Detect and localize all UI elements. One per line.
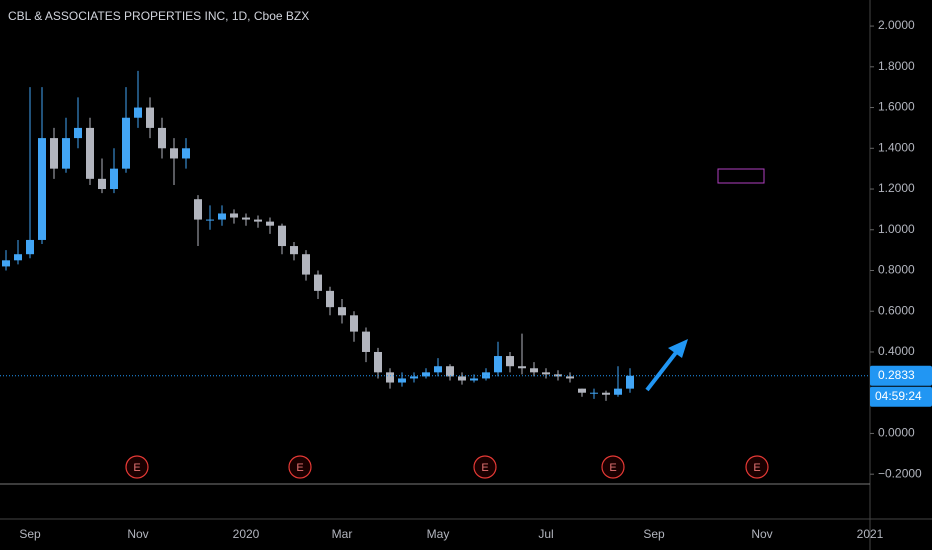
- last-price-label: 0.2833: [878, 368, 915, 382]
- x-tick-label: Nov: [751, 527, 772, 541]
- candle-body: [626, 375, 634, 389]
- y-tick-label: 0.4000: [878, 344, 915, 358]
- candle-body: [266, 221, 274, 226]
- y-tick-label: 0.8000: [878, 263, 915, 277]
- candle-body: [206, 219, 214, 221]
- candle-body: [170, 148, 178, 159]
- candle-body: [602, 392, 610, 395]
- x-tick-label: Mar: [332, 527, 353, 541]
- candle-body: [446, 366, 454, 377]
- candle-body: [590, 392, 598, 394]
- earnings-label: E: [481, 462, 488, 474]
- candle-body: [458, 376, 466, 381]
- last-price-box: [870, 365, 932, 386]
- candle-body: [158, 127, 166, 149]
- candle-body: [374, 351, 382, 373]
- candle-body: [470, 378, 478, 381]
- candle-body: [146, 107, 154, 128]
- candle-body: [110, 168, 118, 190]
- candle-body: [2, 260, 10, 267]
- candle-body: [314, 274, 322, 291]
- candle-body: [362, 331, 370, 352]
- x-tick-label: 2021: [857, 527, 884, 541]
- countdown-label: 04:59:24: [875, 389, 922, 403]
- y-tick-label: −0.2000: [878, 466, 922, 480]
- candle-body: [326, 290, 334, 308]
- x-tick-label: May: [427, 527, 450, 541]
- candle-body: [566, 376, 574, 379]
- y-tick-label: 1.8000: [878, 59, 915, 73]
- candle-body: [230, 213, 238, 218]
- candle-body: [506, 356, 514, 367]
- candle-body: [338, 307, 346, 316]
- candle-body: [302, 254, 310, 275]
- y-tick-label: 1.0000: [878, 222, 915, 236]
- drawing-arrow: [645, 348, 680, 392]
- candle-body: [86, 127, 94, 179]
- candle-body: [386, 372, 394, 383]
- candle-body: [242, 217, 250, 220]
- candle-body: [182, 148, 190, 159]
- y-tick-label: 1.4000: [878, 140, 915, 154]
- candle-body: [398, 378, 406, 383]
- candle-body: [578, 388, 586, 393]
- candle-body: [74, 127, 82, 139]
- candle-body: [38, 138, 46, 240]
- countdown-box: [870, 386, 932, 407]
- candle-body: [494, 356, 502, 373]
- chart-title: CBL & ASSOCIATES PROPERTIES INC, 1D, Cbo…: [8, 9, 309, 23]
- y-tick-label: 1.2000: [878, 181, 915, 195]
- candle-body: [290, 246, 298, 255]
- y-tick-label: 2.0000: [878, 18, 915, 32]
- candle-body: [14, 254, 22, 261]
- candle-body: [194, 199, 202, 220]
- x-tick-label: Sep: [19, 527, 41, 541]
- candle-body: [254, 219, 262, 222]
- candle-body: [122, 117, 130, 169]
- candle-body: [530, 368, 538, 373]
- earnings-marker: [288, 455, 312, 479]
- y-tick-label: 1.6000: [878, 100, 915, 114]
- earnings-marker: [601, 455, 625, 479]
- drawing-arrow-head: [668, 339, 688, 358]
- candle-body: [614, 388, 622, 395]
- earnings-marker: [125, 455, 149, 479]
- x-tick-label: 2020: [233, 527, 260, 541]
- earnings-label: E: [296, 462, 303, 474]
- candle-body: [434, 366, 442, 373]
- candle-body: [422, 372, 430, 377]
- candle-body: [542, 372, 550, 375]
- candle-body: [518, 366, 526, 369]
- x-tick-label: Jul: [538, 527, 553, 541]
- candle-body: [50, 138, 58, 169]
- earnings-label: E: [753, 462, 760, 474]
- earnings-label: E: [133, 462, 140, 474]
- x-tick-label: Nov: [127, 527, 148, 541]
- candle-body: [278, 225, 286, 247]
- candle-body: [350, 315, 358, 332]
- candle-body: [26, 239, 34, 255]
- candle-body: [134, 107, 142, 118]
- candle-body: [98, 178, 106, 190]
- y-tick-label: 0.0000: [878, 426, 915, 440]
- drawing-rectangle: [717, 168, 765, 184]
- earnings-marker: [745, 455, 769, 479]
- candle-body: [62, 138, 70, 169]
- y-tick-label: 0.6000: [878, 303, 915, 317]
- candle-body: [218, 213, 226, 220]
- earnings-label: E: [609, 462, 616, 474]
- candle-body: [410, 376, 418, 379]
- earnings-marker: [473, 455, 497, 479]
- x-tick-label: Sep: [643, 527, 665, 541]
